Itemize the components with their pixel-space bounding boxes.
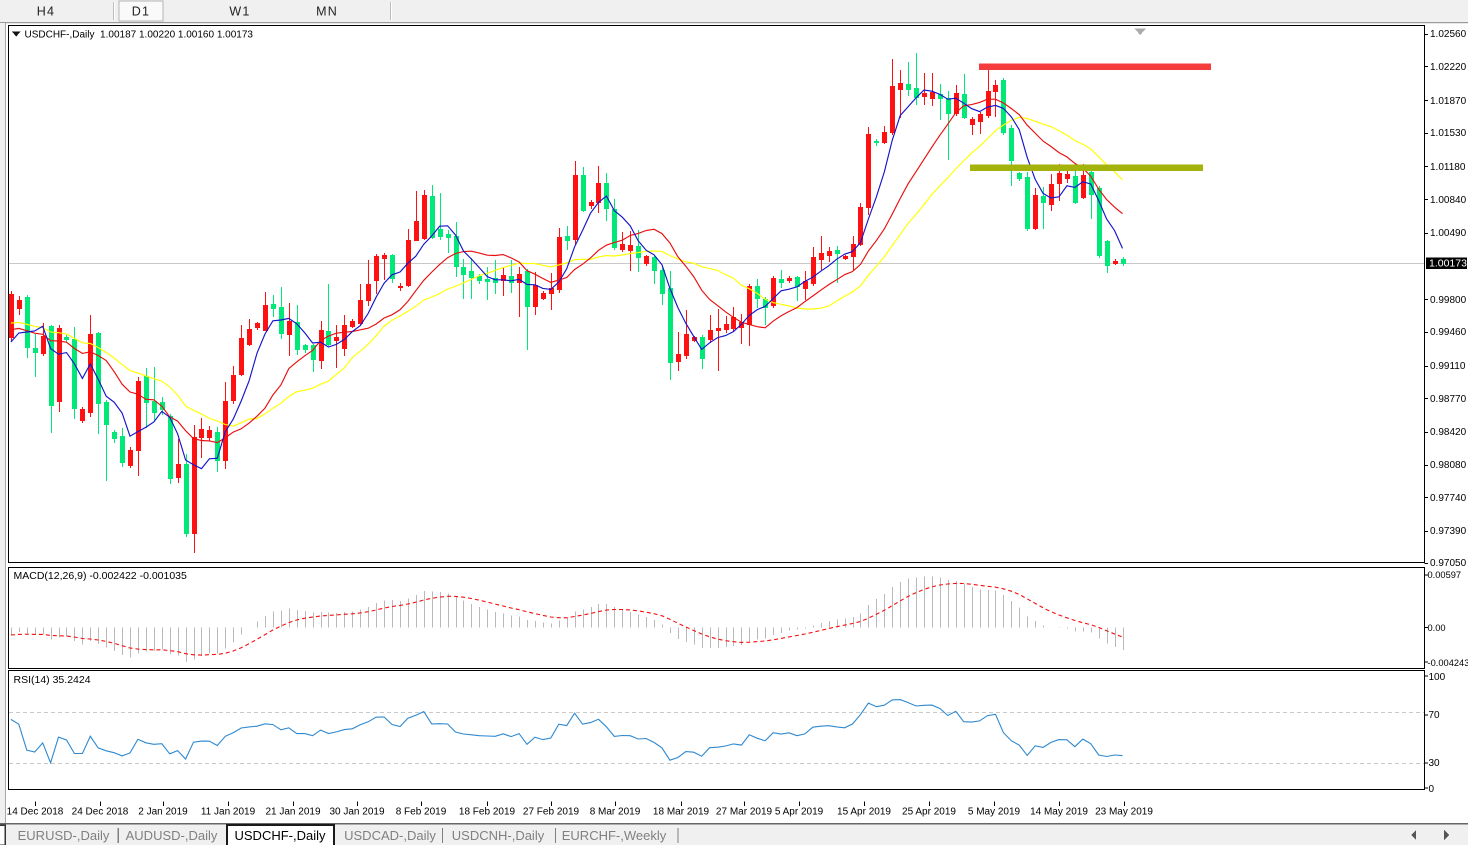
svg-text:MN: MN	[316, 5, 338, 19]
svg-text:1.01530: 1.01530	[1430, 128, 1467, 139]
svg-text:1.00840: 1.00840	[1430, 195, 1467, 206]
svg-text:27 Feb 2019: 27 Feb 2019	[523, 807, 580, 818]
svg-text:70: 70	[1429, 710, 1441, 721]
svg-text:1.01180: 1.01180	[1430, 162, 1466, 173]
svg-text:5 May 2019: 5 May 2019	[968, 807, 1021, 818]
svg-text:14 Dec 2018: 14 Dec 2018	[7, 807, 64, 818]
svg-text:18 Mar 2019: 18 Mar 2019	[653, 807, 710, 818]
svg-text:EURUSD-,Daily: EURUSD-,Daily	[18, 828, 110, 843]
svg-text:1.01870: 1.01870	[1430, 96, 1467, 107]
svg-text:EURCHF-,Weekly: EURCHF-,Weekly	[562, 828, 667, 843]
svg-text:H4: H4	[37, 5, 55, 19]
svg-text:1.00173: 1.00173	[1429, 258, 1467, 270]
svg-text:0.00: 0.00	[1428, 623, 1446, 633]
svg-text:-0.004243: -0.004243	[1428, 658, 1468, 668]
svg-text:0.99460: 0.99460	[1430, 327, 1467, 338]
svg-text:0: 0	[1429, 784, 1435, 795]
svg-text:USDCHF-,Daily 1.00187 1.00220: USDCHF-,Daily 1.00187 1.00220 1.00160 1.…	[25, 30, 254, 41]
svg-text:USDCHF-,Daily: USDCHF-,Daily	[235, 828, 327, 843]
svg-text:MACD(12,26,9) -0.002422 -0.001: MACD(12,26,9) -0.002422 -0.001035	[14, 570, 188, 582]
svg-text:100: 100	[1429, 672, 1446, 683]
svg-text:0.99110: 0.99110	[1430, 361, 1466, 372]
svg-text:27 Mar 2019: 27 Mar 2019	[716, 807, 773, 818]
svg-text:23 May 2019: 23 May 2019	[1095, 807, 1153, 818]
svg-text:0.98770: 0.98770	[1430, 394, 1467, 405]
svg-text:21 Jan 2019: 21 Jan 2019	[265, 807, 320, 818]
svg-text:AUDUSD-,Daily: AUDUSD-,Daily	[126, 828, 218, 843]
svg-text:14 May 2019: 14 May 2019	[1030, 807, 1088, 818]
svg-text:1.02560: 1.02560	[1430, 29, 1467, 40]
svg-text:W1: W1	[229, 5, 250, 19]
svg-text:8 Feb 2019: 8 Feb 2019	[396, 807, 447, 818]
svg-text:25 Apr 2019: 25 Apr 2019	[902, 807, 956, 818]
svg-text:USDCAD-,Daily: USDCAD-,Daily	[344, 828, 436, 843]
svg-text:0.97390: 0.97390	[1430, 526, 1467, 537]
svg-text:30 Jan 2019: 30 Jan 2019	[329, 807, 384, 818]
svg-text:0.97740: 0.97740	[1430, 493, 1467, 504]
svg-text:USDCNH-,Daily: USDCNH-,Daily	[452, 828, 545, 843]
svg-text:18 Feb 2019: 18 Feb 2019	[459, 807, 516, 818]
svg-text:0.00597: 0.00597	[1428, 570, 1462, 580]
svg-text:RSI(14) 35.2424: RSI(14) 35.2424	[14, 674, 91, 686]
svg-text:1.00490: 1.00490	[1430, 228, 1467, 239]
svg-text:0.98080: 0.98080	[1430, 460, 1467, 471]
svg-text:0.97050: 0.97050	[1430, 558, 1467, 569]
svg-text:5 Apr 2019: 5 Apr 2019	[775, 807, 824, 818]
svg-text:24 Dec 2018: 24 Dec 2018	[72, 807, 129, 818]
svg-text:0.98420: 0.98420	[1430, 427, 1467, 438]
svg-text:15 Apr 2019: 15 Apr 2019	[837, 807, 891, 818]
svg-text:2 Jan 2019: 2 Jan 2019	[138, 807, 188, 818]
svg-text:8 Mar 2019: 8 Mar 2019	[590, 807, 641, 818]
svg-text:11 Jan 2019: 11 Jan 2019	[201, 807, 256, 818]
svg-text:1.02220: 1.02220	[1430, 62, 1467, 73]
svg-text:D1: D1	[132, 5, 150, 19]
svg-text:30: 30	[1429, 758, 1441, 769]
svg-text:0.99800: 0.99800	[1430, 295, 1467, 306]
